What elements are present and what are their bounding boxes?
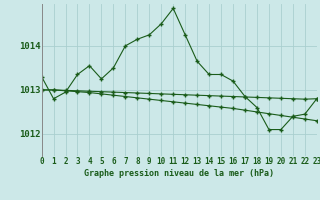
X-axis label: Graphe pression niveau de la mer (hPa): Graphe pression niveau de la mer (hPa) bbox=[84, 169, 274, 178]
